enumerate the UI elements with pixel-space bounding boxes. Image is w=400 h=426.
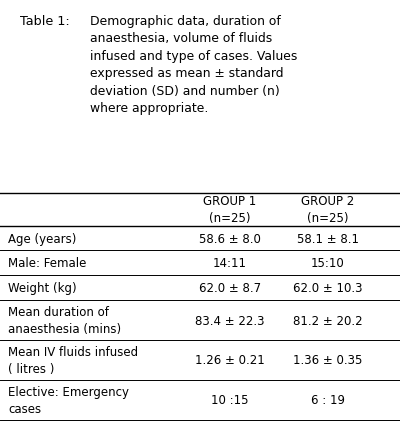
Text: Age (years): Age (years) bbox=[8, 232, 76, 245]
Text: Mean IV fluids infused
( litres ): Mean IV fluids infused ( litres ) bbox=[8, 345, 138, 375]
Text: Demographic data, duration of
anaesthesia, volume of fluids
infused and type of : Demographic data, duration of anaesthesi… bbox=[90, 15, 297, 115]
Text: 1.36 ± 0.35: 1.36 ± 0.35 bbox=[293, 354, 363, 366]
Text: Male: Female: Male: Female bbox=[8, 257, 86, 270]
Text: 58.1 ± 8.1: 58.1 ± 8.1 bbox=[297, 232, 359, 245]
Text: 62.0 ± 8.7: 62.0 ± 8.7 bbox=[199, 282, 261, 295]
Text: GROUP 1
(n=25): GROUP 1 (n=25) bbox=[203, 195, 257, 225]
Text: Weight (kg): Weight (kg) bbox=[8, 282, 77, 295]
Text: Mean duration of
anaesthesia (mins): Mean duration of anaesthesia (mins) bbox=[8, 305, 121, 335]
Text: 58.6 ± 8.0: 58.6 ± 8.0 bbox=[199, 232, 261, 245]
Text: 14:11: 14:11 bbox=[213, 257, 247, 270]
Text: 1.26 ± 0.21: 1.26 ± 0.21 bbox=[195, 354, 265, 366]
Text: 81.2 ± 20.2: 81.2 ± 20.2 bbox=[293, 314, 363, 327]
Text: 83.4 ± 22.3: 83.4 ± 22.3 bbox=[195, 314, 265, 327]
Text: 62.0 ± 10.3: 62.0 ± 10.3 bbox=[293, 282, 363, 295]
Text: GROUP 2
(n=25): GROUP 2 (n=25) bbox=[301, 195, 355, 225]
Text: 10 :15: 10 :15 bbox=[211, 393, 249, 406]
Text: 15:10: 15:10 bbox=[311, 257, 345, 270]
Text: 6 : 19: 6 : 19 bbox=[311, 393, 345, 406]
Text: Table 1:: Table 1: bbox=[20, 15, 70, 28]
Text: Elective: Emergency
cases: Elective: Emergency cases bbox=[8, 385, 129, 415]
